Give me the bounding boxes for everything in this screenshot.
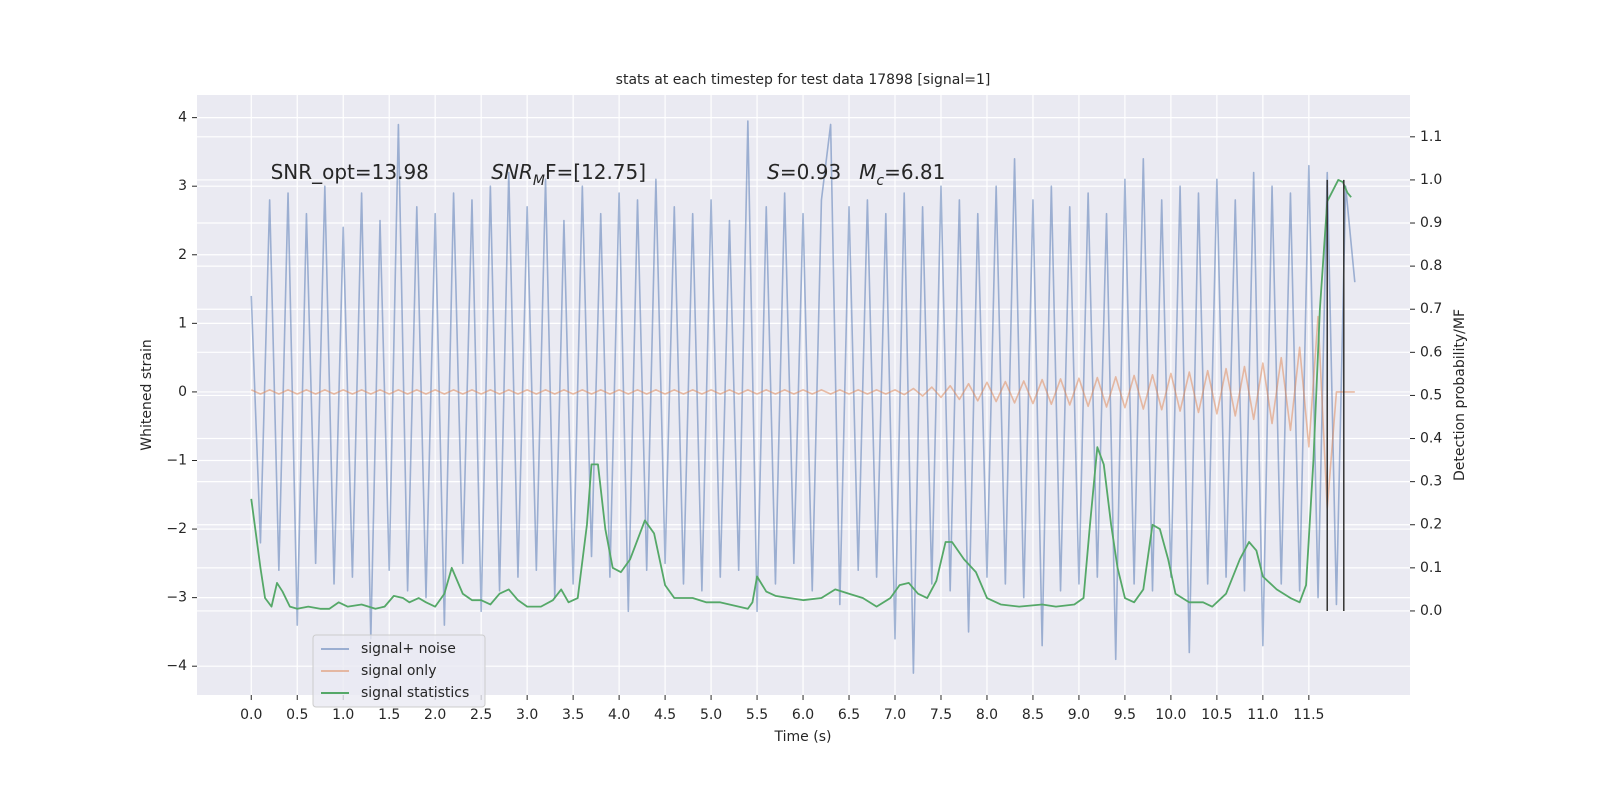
x-tick-label: 1.5 [378, 707, 400, 723]
legend-label: signal+ noise [361, 641, 456, 657]
y2-tick-label: 0.9 [1420, 215, 1442, 231]
y-tick-label: 4 [178, 110, 187, 126]
x-tick-label: 7.5 [930, 707, 952, 723]
y-tick-label: 1 [178, 315, 187, 331]
x-tick-label: 4.0 [608, 707, 630, 723]
y-axis-label: Whitened strain [139, 339, 155, 450]
y2-tick-label: 0.8 [1420, 258, 1442, 274]
x-tick-label: 0.0 [240, 707, 262, 723]
y2-tick-label: 0.7 [1420, 301, 1442, 317]
x-tick-label: 9.0 [1068, 707, 1090, 723]
annotation-part: F=[12.75] [545, 160, 646, 184]
x-tick-label: 7.0 [884, 707, 906, 723]
legend: signal+ noise signal only signal statistic… [312, 634, 486, 708]
x-tick-label: 1.0 [332, 707, 354, 723]
x-tick-label: 3.0 [516, 707, 538, 723]
annotation-part: =6.81 [884, 160, 945, 184]
annotation-part: SNR [491, 160, 533, 184]
x-tick-label: 6.0 [792, 707, 814, 723]
y2-tick-label: 1.1 [1420, 129, 1442, 145]
x-tick-label: 10.5 [1201, 707, 1232, 723]
x-tick-label: 5.0 [700, 707, 722, 723]
y2-tick-label: 0.4 [1420, 431, 1442, 447]
x-tick-label: 11.5 [1293, 707, 1324, 723]
legend-label: signal only [361, 663, 436, 679]
x-tick-label: 2.0 [424, 707, 446, 723]
x-tick-label: 3.5 [562, 707, 584, 723]
x-axis-label: Time (s) [774, 729, 832, 745]
chart-title: stats at each timestep for test data 178… [616, 72, 991, 88]
ticks: 0.0 0.5 1.0 1.5 2.0 2.5 3.0 3.5 4.0 4.5 5.0 5.5 6.0 6… [166, 110, 1442, 723]
annotation: S=0.93 [767, 160, 841, 184]
annotation-part: c [876, 173, 884, 189]
x-tick-label: 6.5 [838, 707, 860, 723]
annotation-part: SNR_opt=13.98 [271, 160, 429, 184]
y-tick-label: −3 [166, 590, 187, 606]
x-tick-label: 9.5 [1114, 707, 1136, 723]
y2-tick-label: 0.2 [1420, 517, 1442, 533]
y2-tick-label: 0.3 [1420, 474, 1442, 490]
x-tick-label: 11.0 [1247, 707, 1278, 723]
x-tick-label: 10.0 [1155, 707, 1186, 723]
x-tick-label: 8.0 [976, 707, 998, 723]
legend-label: signal statistics [361, 685, 469, 701]
x-tick-label: 8.5 [1022, 707, 1044, 723]
y-tick-label: −1 [166, 452, 187, 468]
x-tick-label: 2.5 [470, 707, 492, 723]
x-tick-label: 5.5 [746, 707, 768, 723]
y-tick-label: −2 [166, 521, 187, 537]
annotation: SNRMF=[12.75] [491, 160, 646, 190]
annotation-part: M [859, 160, 876, 184]
y2-axis-label: Detection probability/MF [1452, 309, 1468, 481]
legend-box [312, 634, 486, 708]
series-line [250, 179, 1352, 610]
x-tick-label: 4.5 [654, 707, 676, 723]
series-line [250, 315, 1355, 510]
series-line [250, 120, 1356, 674]
y-tick-label: 2 [178, 247, 187, 263]
annotation: SNR_opt=13.98 [271, 160, 429, 184]
annotation-part: M [533, 173, 545, 189]
y2-tick-label: 1.0 [1420, 172, 1442, 188]
y2-tick-label: 0.0 [1420, 603, 1442, 619]
y-tick-label: 0 [178, 384, 187, 400]
y2-tick-label: 0.5 [1420, 387, 1442, 403]
y2-tick-label: 0.1 [1420, 560, 1442, 576]
y-tick-label: −4 [166, 658, 187, 674]
y-tick-label: 3 [178, 178, 187, 194]
y2-tick-label: 0.6 [1420, 344, 1442, 360]
annotation-part: S [767, 160, 780, 184]
annotation: Mc=6.81 [859, 160, 945, 190]
x-tick-label: 0.5 [286, 707, 308, 723]
annotation-part: =0.93 [780, 160, 841, 184]
